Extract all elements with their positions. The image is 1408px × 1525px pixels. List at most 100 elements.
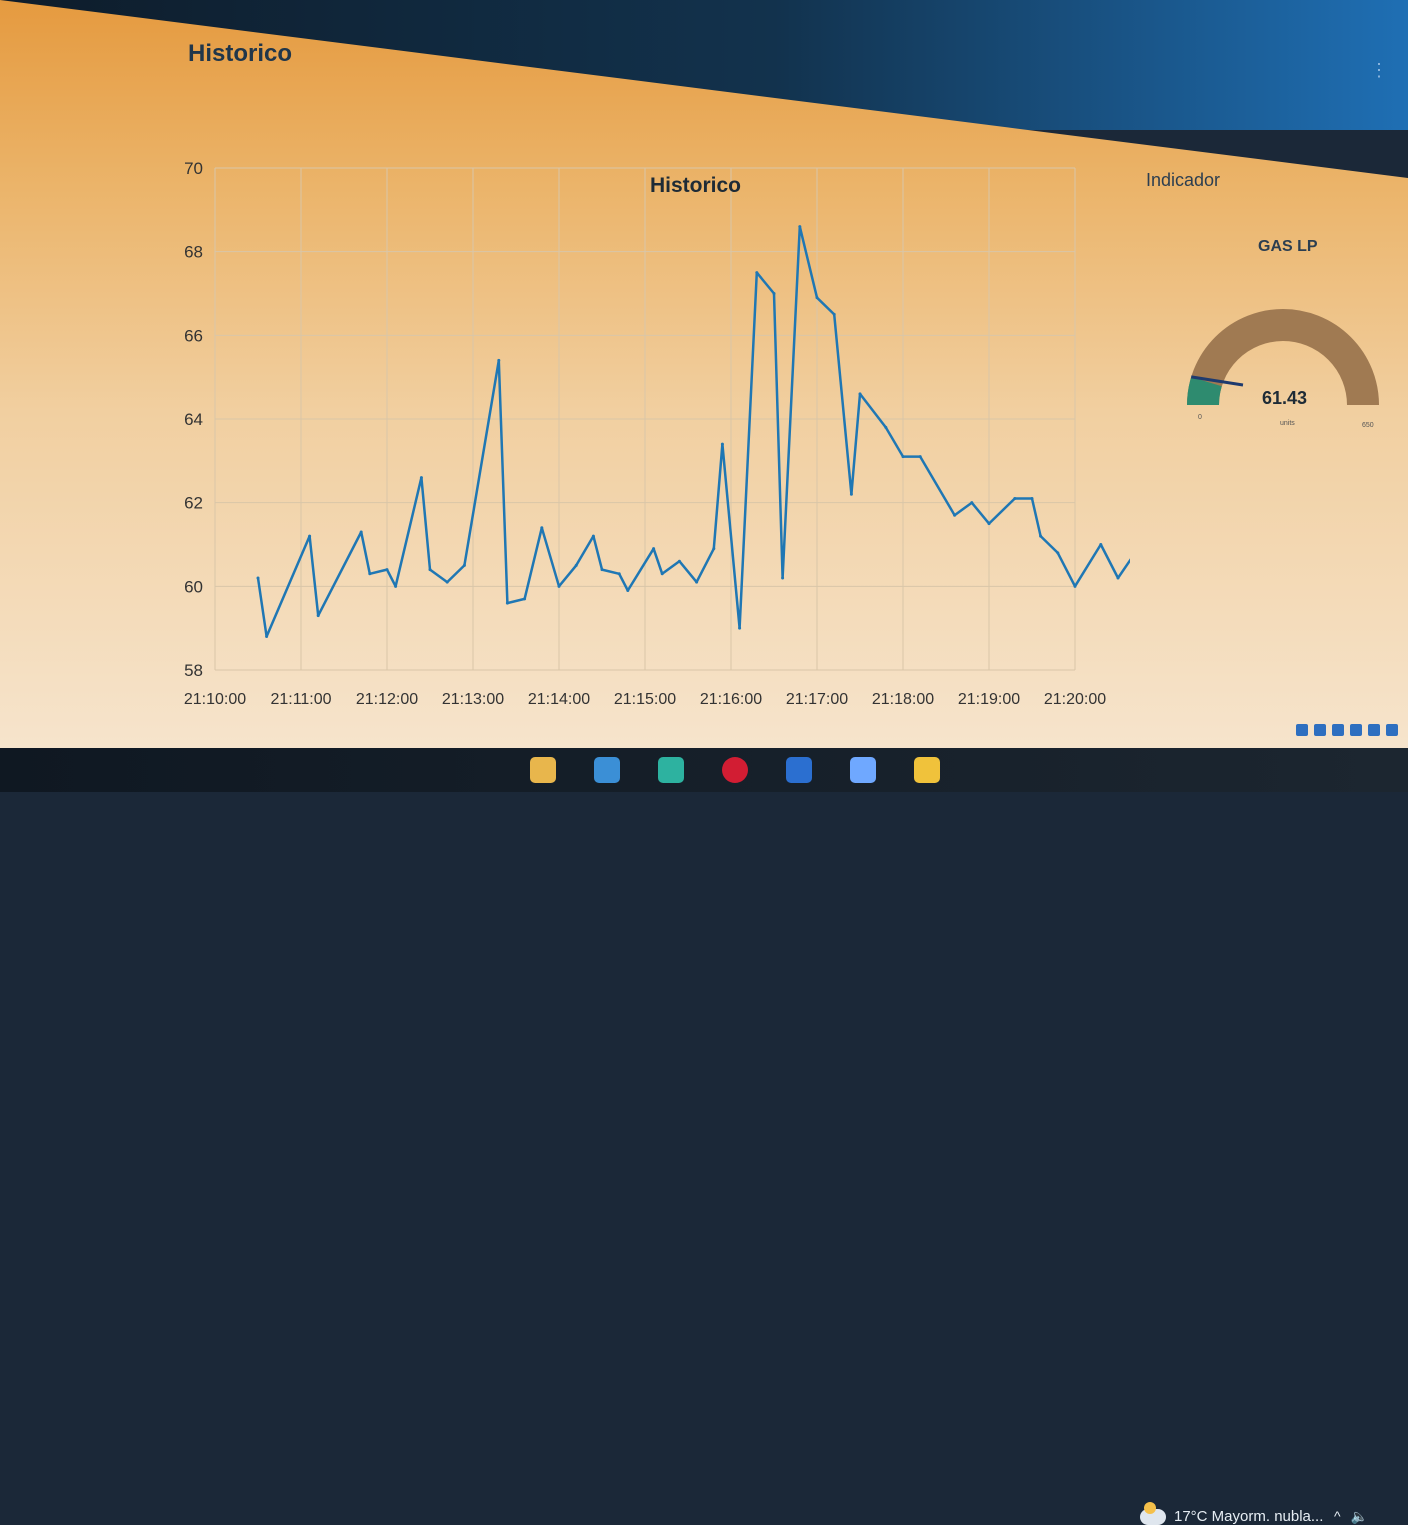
data-point (781, 576, 785, 580)
gauge-dial (1187, 309, 1379, 406)
explorer-icon[interactable] (520, 748, 566, 792)
data-point (626, 589, 630, 593)
data-point (884, 425, 888, 429)
tray-icon[interactable] (1350, 724, 1362, 736)
gauge-min-label: 0 (1198, 414, 1202, 421)
chevron-up-icon[interactable]: ^ (1334, 1508, 1341, 1524)
x-tick-label: 21:13:00 (442, 691, 504, 708)
cloud-icon (1140, 1501, 1166, 1525)
store-icon[interactable] (584, 748, 630, 792)
gauge-needle (1190, 375, 1244, 387)
data-point (712, 547, 716, 551)
tray-icon[interactable] (1386, 724, 1398, 736)
data-point (385, 568, 389, 572)
y-tick-label: 62 (184, 494, 203, 513)
series-line (256, 225, 1145, 638)
x-tick-label: 21:16:00 (700, 691, 762, 708)
opera-icon[interactable] (712, 748, 758, 792)
edge-icon[interactable] (648, 748, 694, 792)
data-point (574, 563, 578, 567)
data-point (1073, 584, 1077, 588)
3d-icon[interactable] (840, 748, 886, 792)
data-point (772, 292, 776, 295)
data-point (394, 584, 398, 588)
weather-widget[interactable]: 17°C Mayorm. nubla... (1140, 1501, 1323, 1525)
speaker-icon[interactable]: 🔈 (1350, 1508, 1369, 1524)
y-tick-label: 60 (184, 577, 203, 596)
data-point (497, 358, 501, 362)
y-tick-label: 66 (184, 326, 203, 345)
tray-icon[interactable] (1296, 724, 1308, 736)
data-point (1099, 543, 1103, 546)
data-point (695, 580, 699, 584)
data-point (918, 455, 922, 459)
data-point (540, 526, 544, 530)
x-tick-label: 21:12:00 (356, 691, 418, 708)
gauge-card: Indicador GAS LP 61.43 0 units 650 (1140, 160, 1408, 460)
data-point (505, 601, 509, 605)
x-tick-label: 21:17:00 (786, 691, 848, 708)
data-point (428, 568, 432, 572)
data-point (591, 534, 595, 538)
data-point (557, 584, 561, 588)
taskbar: 17°C Mayorm. nubla... ^ 🔈 (0, 748, 1408, 1525)
gauge-max-label: 650 (1362, 422, 1374, 429)
data-point (652, 547, 656, 551)
data-point (316, 614, 320, 618)
data-point (419, 476, 423, 480)
y-tick-label: 58 (184, 661, 203, 680)
menu-icon[interactable]: ⋮ (1370, 60, 1388, 80)
data-point (523, 597, 527, 601)
data-point (462, 563, 466, 567)
word-icon[interactable] (776, 748, 822, 792)
app-icon[interactable] (904, 748, 950, 792)
history-line-chart: 58 60 62 64 66 68 70 21:10:00 21:11:00 21:12:00 21… (184, 159, 1146, 708)
data-point (600, 568, 604, 572)
tray-icon[interactable] (1314, 724, 1326, 736)
data-point (987, 522, 991, 526)
data-point (445, 580, 449, 584)
section-title: Historico (188, 40, 293, 67)
x-tick-label: 21:15:00 (614, 691, 676, 708)
x-tick-label: 21:10:00 (184, 691, 246, 708)
y-tick-label: 64 (184, 410, 203, 429)
x-tick-label: 21:11:00 (270, 691, 331, 708)
x-tick-label: 21:14:00 (528, 691, 590, 708)
data-point (617, 572, 621, 576)
data-point (677, 559, 681, 563)
data-point (738, 626, 742, 630)
data-point (368, 572, 372, 576)
data-point (359, 530, 363, 534)
history-chart-card: Historico 58 60 62 64 66 68 70 21:10:00 21:11:00… (140, 150, 1146, 725)
data-point (720, 442, 724, 446)
data-point (953, 513, 957, 517)
data-point (660, 572, 664, 576)
gauge-units-label: units (1280, 420, 1295, 427)
gauge-label: GAS LP (1258, 238, 1318, 255)
data-point (1056, 551, 1060, 555)
data-point (265, 635, 269, 639)
data-point (798, 225, 802, 229)
gauge-track (1187, 309, 1379, 406)
system-tray: ^ 🔈 (1334, 1508, 1368, 1525)
gauge-group-title: Indicador (1146, 170, 1221, 190)
data-point (832, 312, 836, 316)
data-point (1030, 496, 1034, 500)
x-tick-label: 21:19:00 (958, 691, 1020, 708)
tray-icon[interactable] (1332, 724, 1344, 736)
data-point (901, 455, 905, 459)
data-point (970, 501, 974, 505)
data-point (308, 534, 312, 538)
gauge-value: 61.43 (1262, 388, 1308, 408)
tray-icon[interactable] (1368, 724, 1380, 736)
y-tick-label: 68 (184, 243, 203, 262)
notification-strip (1248, 716, 1408, 744)
x-tick-label: 21:18:00 (872, 691, 934, 708)
chart-title: Historico (650, 174, 742, 197)
data-point (858, 392, 862, 396)
data-point (755, 271, 759, 275)
data-point (1039, 534, 1043, 538)
data-point (849, 492, 853, 496)
x-tick-label: 21:20:00 (1044, 691, 1106, 708)
gauge-fill (1187, 376, 1222, 406)
